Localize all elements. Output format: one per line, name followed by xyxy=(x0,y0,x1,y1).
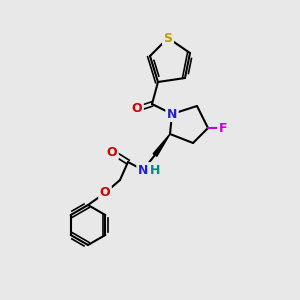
Text: O: O xyxy=(107,146,117,158)
Text: S: S xyxy=(164,32,172,44)
Polygon shape xyxy=(153,134,170,156)
Text: H: H xyxy=(150,164,160,176)
Text: F: F xyxy=(219,122,227,134)
Text: O: O xyxy=(100,187,110,200)
Text: O: O xyxy=(132,103,142,116)
Text: N: N xyxy=(167,107,177,121)
Text: N: N xyxy=(138,164,148,176)
